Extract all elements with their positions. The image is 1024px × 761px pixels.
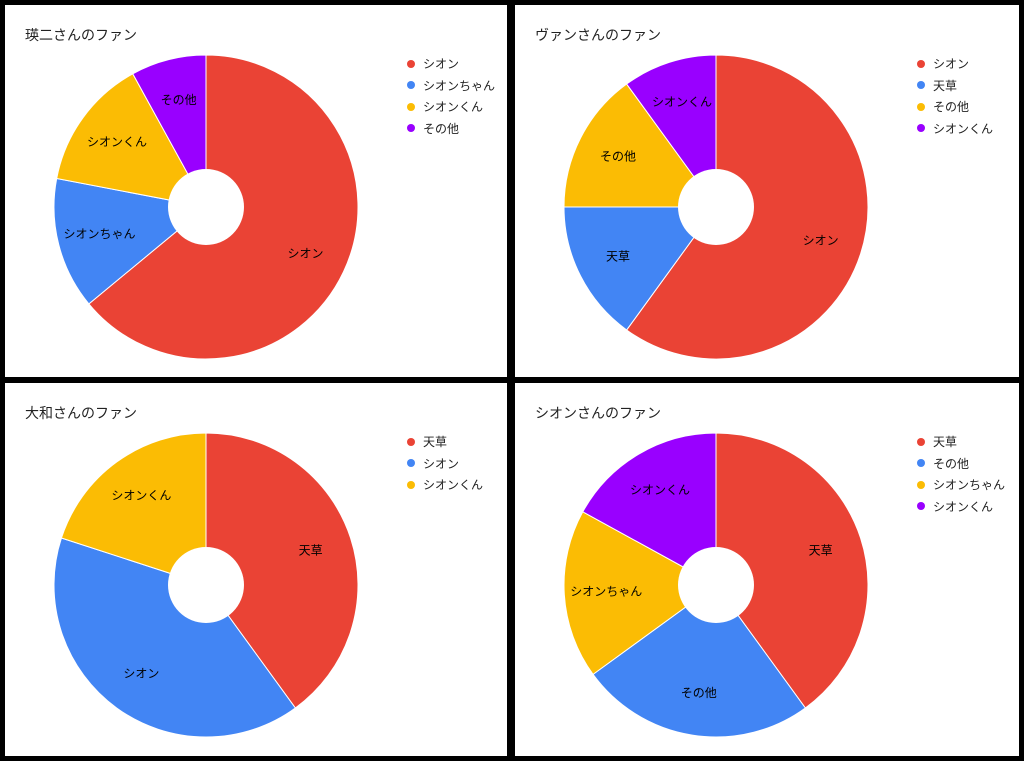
- legend-label: 天草: [933, 78, 958, 93]
- legend-label: シオンちゃん: [423, 78, 496, 93]
- chart-panel-3: 大和さんのファン 天草 シオン シオンくん 天草 シオン シオンくん: [5, 383, 507, 756]
- legend-swatch: [917, 124, 925, 133]
- chart-panel-4: シオンさんのファン 天草 その他 シオンちゃん シオンくん 天草 その他 シオンちゃん シオンく…: [515, 383, 1019, 756]
- legend-label: 天草: [423, 435, 448, 450]
- legend-swatch: [407, 124, 415, 133]
- legend-label: シオンくん: [423, 478, 484, 493]
- slice-label: シオンくん: [630, 483, 690, 497]
- legend-item: 天草: [407, 431, 483, 453]
- slice-label: その他: [161, 93, 197, 107]
- legend-item: シオン: [407, 53, 495, 75]
- chart-panel-1: 瑛二さんのファン シオン シオンちゃん シオンくん その他 シオン シオンちゃん シオンくんそ…: [5, 5, 507, 377]
- legend-label: その他: [933, 456, 970, 471]
- legend-swatch: [407, 459, 415, 468]
- pie-slice: [205, 432, 359, 709]
- slice-label: その他: [600, 150, 636, 164]
- donut-hole: [678, 547, 754, 623]
- donut-hole: [678, 169, 754, 245]
- legend-label: シオンくん: [933, 499, 994, 514]
- legend-item: その他: [917, 453, 1005, 475]
- slice-label: シオンくん: [652, 95, 712, 109]
- legend-swatch: [407, 437, 415, 446]
- slice-label: シオンくん: [111, 489, 171, 503]
- legend-item: その他: [407, 118, 495, 140]
- pie-slice: [563, 511, 717, 676]
- slice-label: シオン: [288, 246, 324, 260]
- legend-swatch: [917, 437, 925, 446]
- donut-hole: [168, 169, 244, 245]
- pie-slice: [53, 537, 297, 738]
- donut-chart: シオン シオンちゃん シオンくん その他: [53, 54, 359, 360]
- legend-swatch: [407, 102, 415, 111]
- legend-label: その他: [423, 121, 460, 136]
- pie-slice: [563, 206, 717, 331]
- legend-swatch: [917, 480, 925, 489]
- pie-slice: [592, 584, 807, 738]
- pie-slice: [715, 432, 869, 709]
- slice-label: シオン: [803, 233, 839, 247]
- legend-swatch: [917, 81, 925, 90]
- pie-slice: [625, 54, 717, 209]
- legend-item: 天草: [917, 75, 993, 97]
- legend-item: シオンくん: [407, 96, 495, 118]
- chart-title: ヴァンさんのファン: [535, 28, 661, 44]
- legend-swatch: [407, 59, 415, 68]
- pie-slice: [53, 177, 208, 305]
- legend-label: 天草: [933, 435, 958, 450]
- legend-label: シオンくん: [933, 121, 994, 136]
- slice-label: シオンちゃん: [570, 584, 642, 598]
- legend-swatch: [917, 502, 925, 511]
- legend-item: シオンくん: [917, 118, 993, 140]
- legend-swatch: [917, 102, 925, 111]
- chart-title: 瑛二さんのファン: [25, 28, 137, 44]
- legend: 天草シオンシオンくん: [407, 431, 483, 496]
- legend-item: 天草: [917, 431, 1005, 453]
- legend-swatch: [407, 480, 415, 489]
- legend: 天草その他シオンちゃん シオンくん: [917, 431, 1005, 517]
- legend-label: シオン: [423, 57, 460, 72]
- legend: シオン天草その他シオンくん: [917, 53, 993, 139]
- legend-item: シオン: [407, 453, 483, 475]
- pie-slice: [60, 432, 207, 586]
- donut-hole: [168, 547, 244, 623]
- chart-title: シオンさんのファン: [535, 406, 661, 422]
- slice-label: シオンくん: [87, 135, 147, 149]
- legend-item: シオンちゃん: [917, 474, 1005, 496]
- legend-label: その他: [933, 100, 970, 115]
- legend-item: シオンちゃん: [407, 75, 495, 97]
- pie-slice: [56, 73, 207, 208]
- legend-label: シオン: [423, 456, 460, 471]
- legend-label: シオン: [933, 57, 970, 72]
- legend-swatch: [917, 459, 925, 468]
- slice-label: 天草: [299, 544, 323, 558]
- legend: シオンシオンちゃん シオンくんその他: [407, 53, 495, 139]
- chart-panel-2: ヴァンさんのファン シオン 天草 その他 シオンくん シオン 天草 その他 シオンくん: [515, 5, 1019, 377]
- slice-label: 天草: [809, 544, 833, 558]
- slice-label: シオン: [123, 666, 159, 680]
- legend-item: シオンくん: [917, 496, 1005, 518]
- legend-item: シオンくん: [407, 474, 483, 496]
- pie-slice: [582, 432, 717, 586]
- pie-slice: [563, 83, 717, 208]
- pie-slice: [132, 54, 207, 208]
- legend-swatch: [407, 81, 415, 90]
- legend-label: シオンくん: [423, 100, 484, 115]
- legend-item: シオン: [917, 53, 993, 75]
- slice-label: シオンちゃん: [63, 227, 135, 241]
- slice-label: その他: [681, 686, 717, 700]
- legend-swatch: [917, 59, 925, 68]
- legend-label: シオンちゃん: [933, 478, 1006, 493]
- legend-item: その他: [917, 96, 993, 118]
- chart-title: 大和さんのファン: [25, 406, 137, 422]
- slice-label: 天草: [606, 249, 630, 263]
